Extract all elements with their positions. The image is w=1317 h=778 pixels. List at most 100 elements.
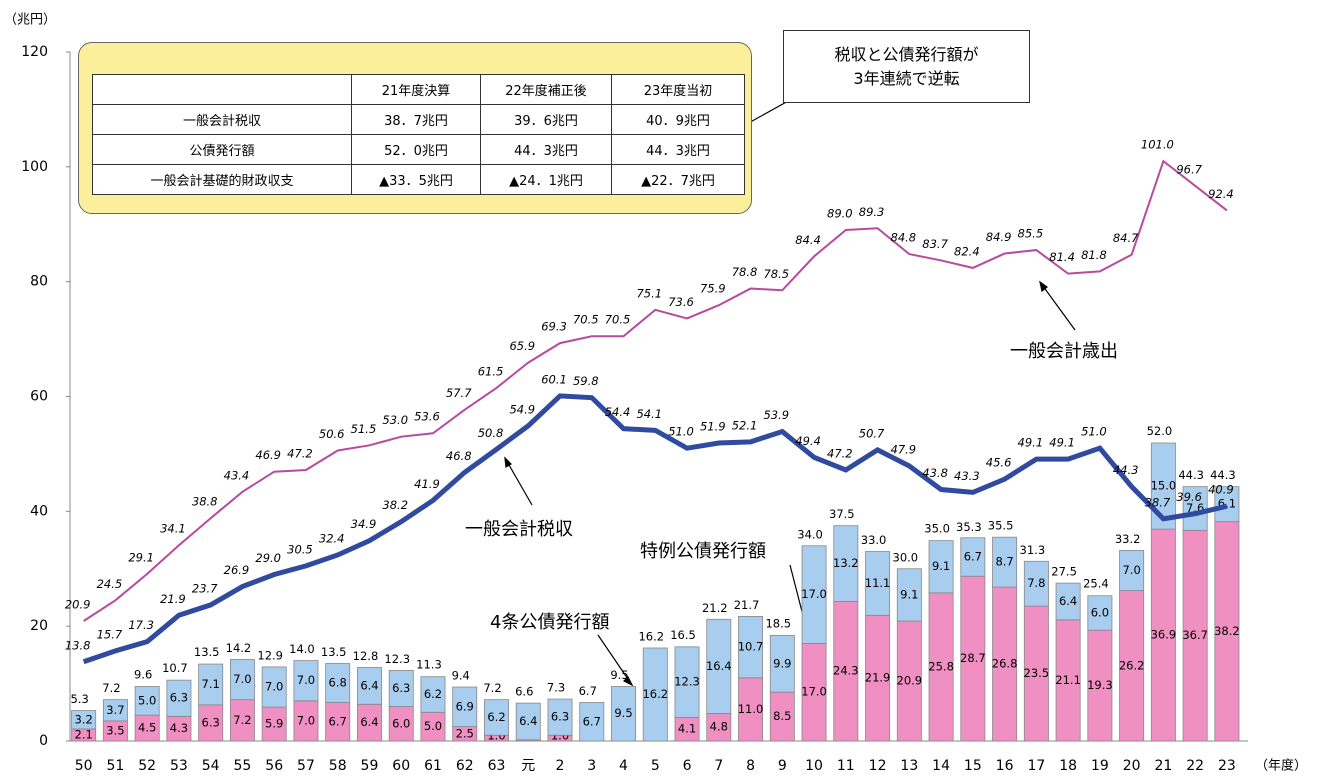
bar-value-label: 7.0	[297, 713, 315, 727]
x-tick-label: 54	[202, 758, 220, 774]
line-value-label: 84.4	[795, 233, 821, 247]
bar-segment	[1150, 528, 1176, 742]
total-label: 12.8	[353, 649, 379, 663]
bar-segment	[992, 586, 1018, 742]
line-value-label: 20.9	[65, 597, 91, 611]
total-label: 10.7	[162, 661, 188, 675]
bar-value-label: 7.2	[233, 713, 251, 727]
bar-value-label: 6.3	[551, 710, 569, 724]
bar-value-label: 38.2	[1214, 624, 1240, 638]
bar-segment	[769, 691, 795, 742]
cell: ▲22．7兆円	[611, 164, 745, 195]
bar-segment	[1023, 560, 1049, 607]
line-value-label: 43.8	[922, 466, 948, 480]
bar-segment	[801, 642, 827, 742]
bar-value-label: 10.7	[738, 640, 764, 654]
bar-value-label: 6.7	[329, 714, 347, 728]
bar-segment	[293, 660, 319, 702]
bar-value-label: 17.0	[801, 685, 827, 699]
total-label: 9.5	[610, 668, 628, 682]
bar-segment	[261, 666, 287, 708]
bar-segment	[102, 699, 128, 722]
y-tick-label: 20	[30, 618, 48, 634]
bar-value-label: 5.0	[138, 693, 156, 707]
line-value-label: 39.6	[1176, 490, 1202, 504]
line-value-label: 60.1	[541, 372, 567, 386]
bar-value-label: 36.7	[1182, 628, 1208, 642]
bar-value-label: 6.4	[360, 715, 378, 729]
bar-segment	[642, 647, 668, 742]
line-value-label: 46.8	[446, 449, 472, 463]
bar-segment	[611, 686, 636, 742]
bar-segment	[547, 698, 573, 736]
bar-value-label: 6.4	[1059, 594, 1077, 608]
bar-segment	[992, 536, 1018, 588]
bar-value-label: 6.2	[424, 687, 442, 701]
line-value-label: 81.4	[1049, 250, 1075, 264]
line-value-label: 96.7	[1176, 162, 1202, 176]
x-tick-label: 59	[361, 758, 379, 774]
x-tick-label: 22	[1186, 758, 1204, 774]
total-label: 52.0	[1147, 424, 1173, 438]
bar-segment	[293, 700, 319, 742]
cell: ▲33．5兆円	[351, 164, 481, 195]
line-value-label: 17.3	[128, 618, 154, 632]
bar-segment	[706, 713, 732, 742]
total-label: 44.3	[1178, 468, 1204, 482]
cell: 40．9兆円	[611, 104, 745, 135]
bar-segment	[1214, 486, 1240, 523]
line-value-label: 24.5	[97, 577, 123, 591]
line-value-label: 47.2	[287, 446, 313, 460]
y-unit: （兆円）	[4, 13, 56, 28]
total-label: 14.2	[226, 641, 252, 655]
x-tick-label: 58	[329, 758, 347, 774]
bar-value-label: 23.5	[1024, 666, 1050, 680]
total-label: 9.6	[134, 667, 152, 681]
x-tick-label: 14	[932, 758, 950, 774]
total-label: 16.5	[670, 628, 696, 642]
x-tick-label: 56	[265, 758, 283, 774]
line-value-label: 49.1	[1049, 436, 1075, 450]
bar-value-label: 26.2	[1119, 658, 1145, 672]
x-tick-label: 20	[1123, 758, 1141, 774]
line-value-label: 38.8	[192, 495, 218, 509]
line-value-label: 29.1	[128, 550, 154, 564]
bar-value-label: 5.9	[265, 717, 283, 731]
total-label: 33.0	[861, 533, 887, 547]
bar-segment	[1150, 442, 1176, 530]
bar-segment	[801, 545, 827, 644]
bar-value-label: 21.9	[865, 671, 891, 685]
bar-value-label: 6.8	[329, 676, 347, 690]
x-tick-label: 9	[778, 758, 787, 774]
line-value-label: 78.8	[732, 265, 758, 279]
line-value-label: 73.6	[668, 295, 694, 309]
line-value-label: 69.3	[541, 320, 567, 334]
x-tick-label: 3	[587, 758, 596, 774]
total-label: 12.9	[257, 648, 283, 662]
bar-value-label: 6.7	[583, 714, 601, 728]
line-value-label: 57.7	[446, 386, 472, 400]
line-value-label: 51.0	[668, 425, 694, 439]
bar-value-label: 6.4	[360, 678, 378, 692]
line-value-label: 53.9	[763, 408, 789, 422]
callout-line: 3年連続で逆転	[853, 69, 960, 88]
bar-segment	[1214, 521, 1240, 742]
bar-value-label: 19.3	[1087, 678, 1113, 692]
bar-value-label: 11.0	[738, 702, 764, 716]
line-value-label: 21.9	[160, 592, 186, 606]
line-value-label: 45.6	[986, 456, 1012, 470]
x-tick-label: 52	[138, 758, 156, 774]
line-value-label: 84.9	[986, 230, 1012, 244]
x-tick-label: 11	[837, 758, 855, 774]
line-value-label: 34.9	[351, 517, 377, 531]
bar-segment	[1055, 582, 1081, 621]
bar-value-label: 8.7	[995, 555, 1013, 569]
bar-value-label: 9.1	[900, 587, 918, 601]
bar-value-label: 5.0	[424, 719, 442, 733]
line-value-label: 82.4	[954, 244, 980, 258]
bar-value-label: 36.9	[1151, 628, 1177, 642]
bar-segment	[674, 646, 700, 718]
x-tick-label: 61	[424, 758, 442, 774]
bar-segment	[928, 540, 954, 594]
total-label: 30.0	[893, 550, 919, 564]
